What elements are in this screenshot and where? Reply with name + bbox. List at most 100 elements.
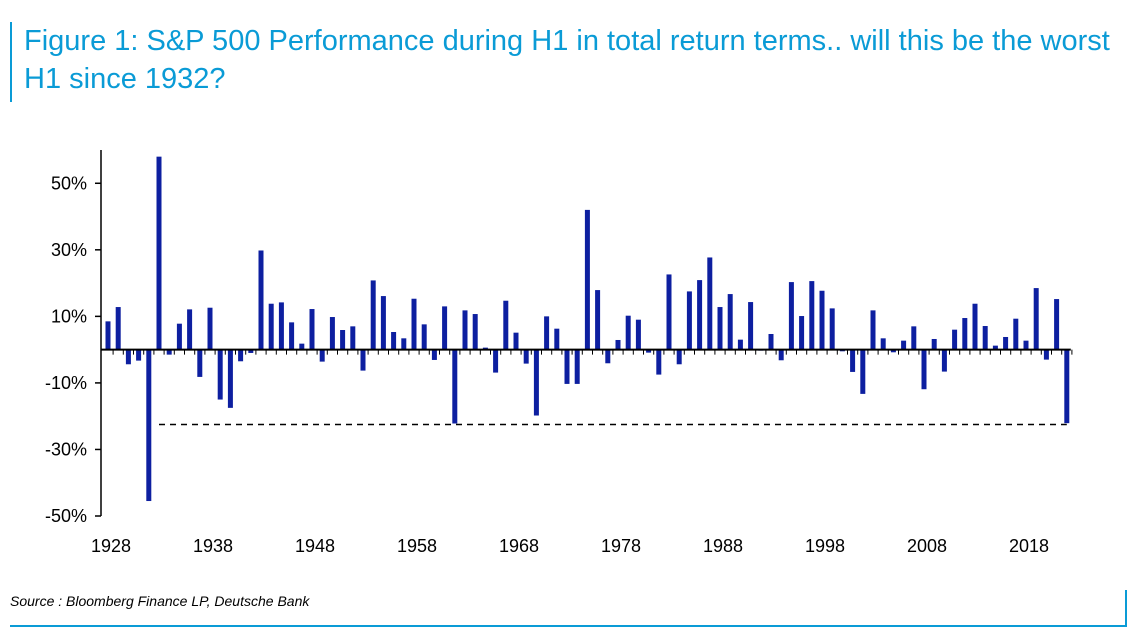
x-tick-label: 1978 xyxy=(601,536,641,556)
bar xyxy=(105,321,111,350)
bar xyxy=(595,290,601,350)
bar xyxy=(1054,299,1060,350)
bar xyxy=(737,339,743,350)
bar xyxy=(656,349,662,375)
bar xyxy=(166,349,172,355)
bar xyxy=(686,291,692,350)
bar xyxy=(880,338,886,350)
bar xyxy=(146,349,152,502)
bar xyxy=(809,281,815,350)
y-tick-label: -50% xyxy=(45,506,87,526)
bar xyxy=(778,349,784,361)
bar xyxy=(901,340,907,350)
bar xyxy=(625,315,631,350)
bar xyxy=(136,349,142,361)
bar xyxy=(411,298,417,350)
x-tick-label: 1928 xyxy=(91,536,131,556)
bar xyxy=(952,329,958,350)
bar xyxy=(156,156,162,350)
bar xyxy=(125,349,131,365)
bar xyxy=(860,349,866,394)
bar xyxy=(533,349,539,416)
bar xyxy=(697,280,703,350)
bar xyxy=(462,310,468,350)
y-tick-label: 10% xyxy=(51,306,87,326)
bar xyxy=(472,314,478,350)
bar xyxy=(554,328,560,350)
bar xyxy=(605,349,611,364)
bar xyxy=(268,303,274,350)
bar xyxy=(503,300,509,350)
bar xyxy=(115,307,121,350)
bar xyxy=(513,332,519,350)
bar-chart: 50% 30% 10% -10% -30% -50%1928 1938 1948 1958 196… xyxy=(45,150,1073,556)
y-tick-label: -30% xyxy=(45,439,87,459)
x-tick-label: 2018 xyxy=(1009,536,1049,556)
figure-title: Figure 1: S&P 500 Performance during H1 … xyxy=(24,25,1110,95)
bar xyxy=(197,349,203,377)
bar xyxy=(870,310,876,350)
bar xyxy=(982,326,988,350)
x-tick-label: 2008 xyxy=(907,536,947,556)
bar xyxy=(493,349,499,373)
bar xyxy=(574,349,580,384)
y-tick-label: 50% xyxy=(51,173,87,193)
bar xyxy=(309,309,315,350)
bar xyxy=(748,302,754,350)
x-tick-label: 1958 xyxy=(397,536,437,556)
bar xyxy=(788,282,794,350)
bar xyxy=(329,317,335,350)
bar xyxy=(421,324,427,350)
bar xyxy=(564,349,570,384)
bar xyxy=(401,338,407,350)
bar xyxy=(350,326,356,350)
bar xyxy=(1033,288,1039,350)
bar xyxy=(768,333,774,350)
bar xyxy=(176,323,182,350)
bar xyxy=(921,349,927,390)
figure-title-block: Figure 1: S&P 500 Performance during H1 … xyxy=(10,22,1120,102)
bar xyxy=(931,338,937,350)
bar xyxy=(289,322,295,350)
bar xyxy=(829,308,835,350)
bar xyxy=(992,345,998,350)
bar xyxy=(615,339,621,350)
bar xyxy=(850,349,856,372)
x-tick-label: 1938 xyxy=(193,536,233,556)
bar xyxy=(340,330,346,350)
bar xyxy=(452,349,458,424)
bar xyxy=(717,307,723,350)
bar xyxy=(635,319,641,350)
x-tick-label: 1988 xyxy=(703,536,743,556)
bar xyxy=(1013,318,1019,350)
bar xyxy=(544,316,550,350)
y-tick-label: -10% xyxy=(45,373,87,393)
bar xyxy=(676,349,682,365)
bar xyxy=(584,209,590,350)
bar xyxy=(391,332,397,350)
bar xyxy=(523,349,529,364)
bar xyxy=(972,303,978,350)
bar xyxy=(727,294,733,350)
bar xyxy=(217,349,223,400)
x-tick-label: 1948 xyxy=(295,536,335,556)
bar xyxy=(370,280,376,350)
bar xyxy=(707,257,713,350)
bar xyxy=(248,349,254,353)
bar xyxy=(360,349,366,371)
bar xyxy=(799,316,805,350)
bar xyxy=(1023,340,1029,350)
bar xyxy=(646,349,652,353)
bar xyxy=(278,302,284,350)
bar xyxy=(258,250,264,350)
bar xyxy=(319,349,325,362)
bar xyxy=(207,307,213,350)
source-note: Source : Bloomberg Finance LP, Deutsche … xyxy=(10,593,310,609)
bar xyxy=(819,290,825,350)
bar xyxy=(380,296,386,350)
bar xyxy=(941,349,947,372)
bar xyxy=(299,343,305,350)
bar xyxy=(1043,349,1049,360)
bar xyxy=(187,309,193,350)
bar xyxy=(911,326,917,350)
